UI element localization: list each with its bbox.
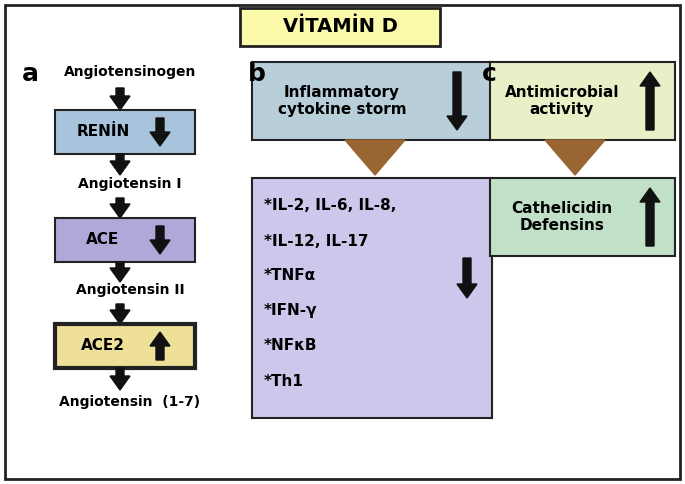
Text: b: b: [248, 62, 266, 86]
Polygon shape: [110, 198, 130, 218]
Polygon shape: [110, 368, 130, 390]
Text: Angiotensin  (1-7): Angiotensin (1-7): [60, 395, 201, 409]
Text: *IL-12, IL-17: *IL-12, IL-17: [264, 233, 369, 248]
Text: Angiotensinogen: Angiotensinogen: [64, 65, 196, 79]
Text: *Th1: *Th1: [264, 374, 304, 389]
Polygon shape: [150, 226, 170, 254]
Polygon shape: [345, 140, 405, 175]
Text: a: a: [22, 62, 39, 86]
Text: c: c: [482, 62, 497, 86]
Bar: [240, 8, 440, 46]
Polygon shape: [110, 88, 130, 110]
Polygon shape: [640, 188, 660, 246]
Text: Cathelicidin
Defensins: Cathelicidin Defensins: [512, 201, 612, 233]
Polygon shape: [457, 258, 477, 298]
Bar: [490, 178, 675, 256]
Text: Antimicrobial
activity: Antimicrobial activity: [505, 85, 619, 117]
Polygon shape: [545, 140, 605, 175]
Bar: [252, 178, 492, 418]
Text: *IL-2, IL-6, IL-8,: *IL-2, IL-6, IL-8,: [264, 198, 397, 213]
Polygon shape: [447, 72, 467, 130]
Polygon shape: [110, 262, 130, 282]
Text: VİTAMİN D: VİTAMİN D: [282, 17, 397, 36]
Text: Angiotensin II: Angiotensin II: [75, 283, 184, 297]
Bar: [55, 324, 195, 368]
Polygon shape: [150, 118, 170, 146]
Text: RENİN: RENİN: [76, 124, 129, 139]
Text: *IFN-γ: *IFN-γ: [264, 303, 318, 318]
Bar: [55, 218, 195, 262]
Text: *TNFα: *TNFα: [264, 269, 316, 284]
Polygon shape: [150, 332, 170, 360]
Bar: [252, 62, 492, 140]
Polygon shape: [110, 304, 130, 324]
Polygon shape: [640, 72, 660, 130]
Bar: [490, 62, 675, 140]
Bar: [55, 110, 195, 154]
Text: Inflammatory
cytokine storm: Inflammatory cytokine storm: [277, 85, 406, 117]
Text: ACE2: ACE2: [81, 338, 125, 353]
Text: *NFκB: *NFκB: [264, 338, 318, 353]
Polygon shape: [110, 154, 130, 175]
Text: Angiotensin I: Angiotensin I: [78, 177, 182, 191]
Text: ACE: ACE: [86, 232, 120, 247]
